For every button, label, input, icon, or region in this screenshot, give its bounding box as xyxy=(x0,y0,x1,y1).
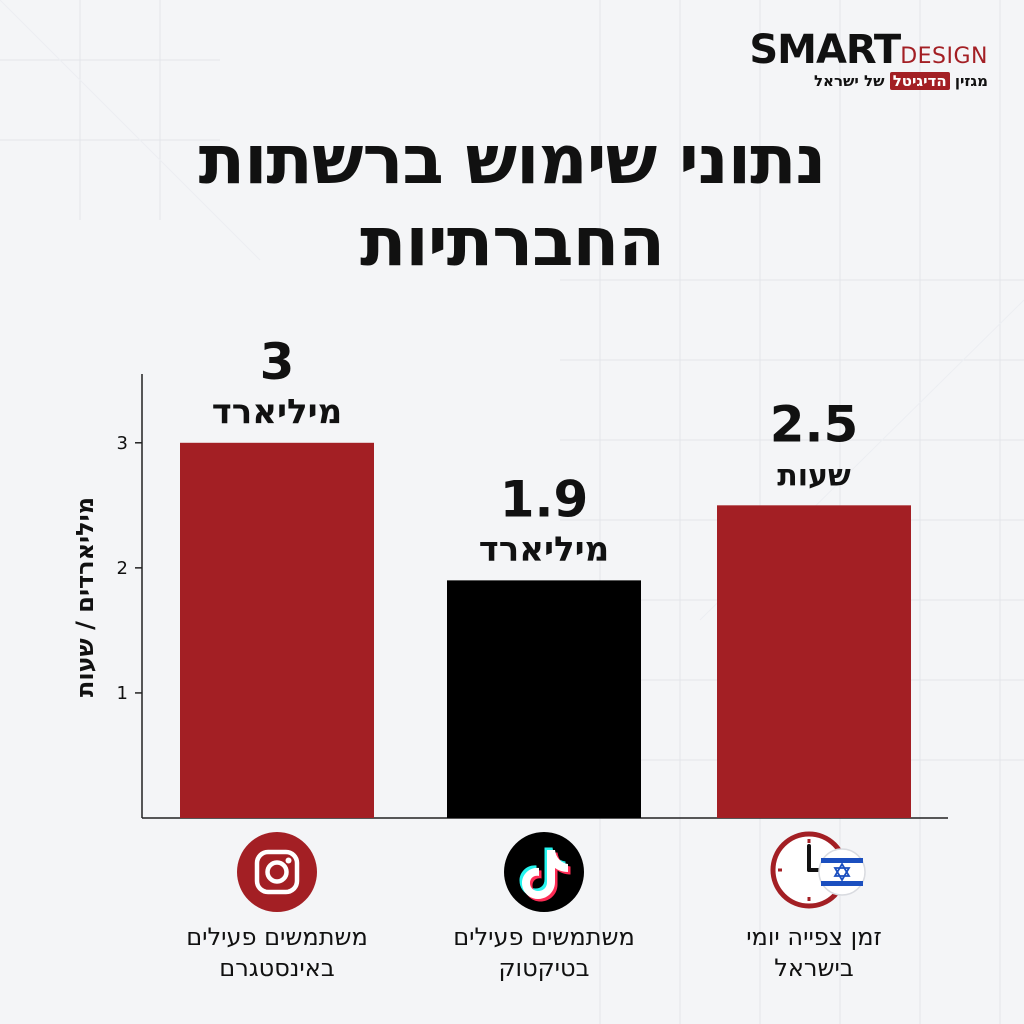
y-axis-label: מיליארדים / שעות xyxy=(71,497,99,697)
title-line-2: החברתיות xyxy=(359,203,665,282)
category-label-line: זמן צפייה יומי xyxy=(746,923,882,951)
flag-stripe-bottom xyxy=(821,881,863,886)
instagram-frame xyxy=(254,849,300,895)
instagram-lens xyxy=(265,860,289,884)
flag-stripe-top xyxy=(821,858,863,863)
y-tick-label: 2 xyxy=(117,558,128,579)
brand-tagline-post: של ישראל xyxy=(813,72,885,90)
brand-name-sub: DESIGN xyxy=(900,44,988,69)
flag-star-up xyxy=(833,862,851,877)
title-line-1: נתוני שימוש ברשתות xyxy=(198,121,827,200)
category-label: זמן צפייה יומי בישראל xyxy=(694,922,934,984)
category-label-line: בטיקטוק xyxy=(498,954,590,982)
y-tick-label: 1 xyxy=(117,683,128,704)
tiktok-icon xyxy=(504,832,584,912)
brand-logo: SMARTDESIGN מגזין הדיגיטל של ישראל xyxy=(749,30,988,90)
clock-israel-flag-icon xyxy=(770,831,866,909)
brand-name-main: SMART xyxy=(749,27,901,73)
brand-tagline-pre: מגזין xyxy=(954,72,988,90)
flag-disc xyxy=(818,848,866,896)
bar-value-label: 1.9 xyxy=(500,470,589,528)
category-label: משתמשים פעילים באינסטגרם xyxy=(157,922,397,984)
instagram-badge xyxy=(237,832,317,912)
brand-tagline: מגזין הדיגיטל של ישראל xyxy=(749,72,988,90)
category-label: משתמשים פעילים בטיקטוק xyxy=(424,922,664,984)
flag-star-down xyxy=(833,867,851,882)
bar-value-label: 3 xyxy=(260,333,295,391)
bar-unit-label: שעות xyxy=(777,458,851,493)
tiktok-note xyxy=(522,850,568,899)
bar xyxy=(447,580,641,818)
category-label-line: משתמשים פעילים xyxy=(453,923,635,951)
instagram-dot xyxy=(285,857,292,864)
bar xyxy=(180,442,374,818)
category-label-line: משתמשים פעילים xyxy=(186,923,368,951)
instagram-icon xyxy=(237,832,317,912)
tiktok-badge xyxy=(504,832,584,912)
page-title: נתוני שימוש ברשתות החברתיות xyxy=(60,120,964,284)
bar-value-label: 2.5 xyxy=(770,395,859,453)
y-tick-label: 3 xyxy=(117,433,128,454)
category-label-line: באינסטגרם xyxy=(219,954,335,982)
israel-flag-icon xyxy=(818,848,866,896)
bar-unit-label: מיליארד xyxy=(212,392,342,432)
category-label-line: בישראל xyxy=(774,954,854,982)
brand-tagline-highlight: הדיגיטל xyxy=(889,72,950,90)
bar-unit-label: מיליארד xyxy=(479,529,609,569)
bar xyxy=(717,505,911,818)
